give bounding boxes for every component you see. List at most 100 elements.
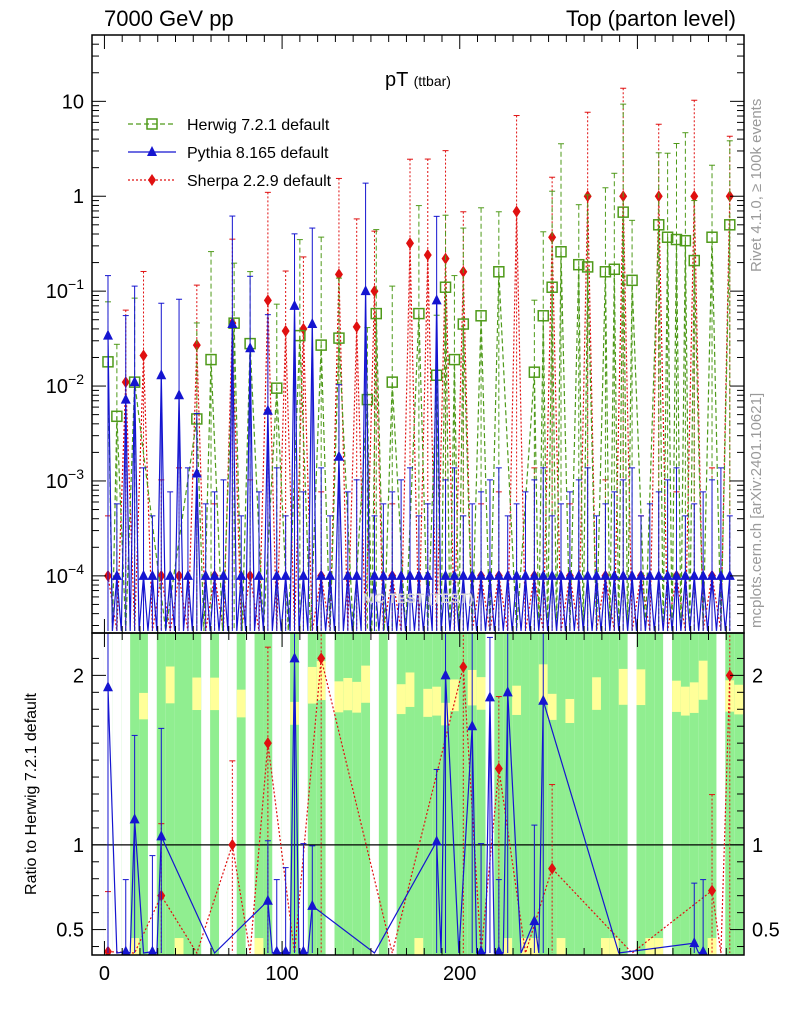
band-inner: [334, 633, 344, 955]
band-inner: [680, 633, 690, 955]
pythia-point: [431, 294, 442, 305]
band-inner: [529, 633, 539, 955]
sherpa-point: [406, 237, 415, 250]
band-gap: [201, 633, 211, 955]
band-outer: [609, 938, 619, 955]
band-outer: [707, 938, 717, 955]
band-inner: [476, 633, 486, 955]
pythia-point: [538, 569, 549, 580]
y-tick-label: 10−3: [46, 466, 84, 493]
sherpa-point: [370, 285, 379, 298]
band-inner: [672, 633, 681, 955]
pythia-point: [529, 569, 540, 580]
pythia-point: [280, 569, 291, 580]
band-outer: [618, 668, 628, 705]
pythia-point: [111, 569, 122, 580]
sherpa-point: [423, 249, 432, 262]
sherpa-point: [139, 349, 148, 362]
ratio-pythia-series: [102, 633, 708, 955]
ratio-pythia-point: [484, 691, 495, 702]
herwig-point: [652, 219, 665, 231]
pythia-point: [662, 569, 673, 580]
band-outer: [254, 938, 264, 955]
pythia-point: [449, 569, 460, 580]
ratio-y-tick-label-right: 0.5: [752, 920, 780, 942]
header-left: 7000 GeV pp: [104, 6, 234, 31]
band-gap: [716, 633, 726, 955]
pythia-point: [138, 569, 149, 580]
band-outer: [680, 686, 690, 716]
ratio-sherpa-point: [228, 838, 237, 851]
legend-entry: Herwig 7.2.1 default: [128, 117, 330, 134]
band-inner: [618, 633, 628, 955]
chart-title: pT (ttbar): [385, 69, 451, 91]
pythia-point: [325, 569, 336, 580]
herwig-point: [688, 254, 701, 267]
band-outer: [396, 684, 406, 715]
band-inner: [192, 633, 202, 955]
band-inner: [352, 633, 362, 955]
pythia-point: [618, 569, 629, 580]
pythia-point: [218, 569, 229, 580]
x-tick-label: 200: [443, 963, 476, 985]
herwig-point: [626, 274, 638, 287]
band-inner: [414, 633, 424, 955]
x-tick-label: 0: [99, 963, 110, 985]
ratio-pythia-point: [129, 813, 140, 824]
band-inner: [556, 633, 566, 955]
ratio-y-tick-label-right: 1: [752, 835, 763, 857]
herwig-point: [370, 307, 383, 320]
band-inner: [645, 633, 655, 955]
herwig-point: [528, 366, 541, 378]
herwig-point: [228, 317, 240, 329]
pythia-point: [120, 393, 131, 404]
ratio-pythia-point: [289, 652, 300, 663]
band-outer: [423, 688, 433, 717]
sherpa-point: [334, 268, 343, 281]
ratio-y-tick-label-left: 0.5: [56, 920, 84, 942]
band-inner: [343, 633, 353, 955]
sherpa-line: [107, 196, 731, 632]
ratio-pythia-point: [147, 945, 158, 955]
ratio-y-tick-label-right: 2: [752, 665, 763, 687]
herwig-point: [413, 307, 425, 320]
ratio-pythia-point: [476, 945, 486, 955]
pythia-point: [209, 569, 220, 580]
band-gap: [387, 633, 397, 955]
band-gap: [147, 633, 157, 955]
pythia-point: [129, 376, 140, 387]
herwig-point: [386, 376, 398, 388]
pythia-point: [156, 369, 167, 380]
ratio-y-axis-label: Ratio to Herwig 7.2.1 default: [23, 693, 40, 895]
band-inner: [583, 633, 593, 955]
ratio-pythia-point: [262, 894, 273, 905]
herwig-point: [661, 231, 674, 243]
ratio-sherpa-line: [107, 658, 731, 955]
ratio-sherpa-point: [317, 652, 326, 665]
pythia-series: [102, 182, 735, 632]
pythia-point: [378, 569, 389, 580]
band-outer: [476, 677, 486, 710]
sherpa-point: [299, 322, 308, 335]
pythia-point: [396, 569, 407, 580]
ratio-sherpa-series: [103, 633, 734, 955]
ratio-pythia-point: [431, 835, 442, 846]
band-inner: [423, 633, 433, 955]
herwig-point: [573, 258, 585, 271]
pythia-point: [689, 569, 700, 580]
sherpa-point: [192, 339, 201, 352]
pythia-point: [467, 569, 478, 580]
main-plot-area: [102, 87, 736, 632]
band-inner: [689, 633, 699, 955]
legend-label: Pythia 8.165 default: [187, 145, 329, 162]
pythia-point: [520, 569, 531, 580]
y-tick-label: 1: [73, 186, 84, 208]
band-outer: [316, 661, 326, 701]
legend-label: Sherpa 2.2.9 default: [187, 173, 332, 190]
herwig-point: [493, 266, 505, 278]
band-outer: [343, 677, 353, 711]
herwig-point: [724, 219, 736, 231]
band-inner: [236, 633, 246, 955]
pythia-point: [405, 569, 416, 580]
pythia-point: [707, 569, 718, 580]
